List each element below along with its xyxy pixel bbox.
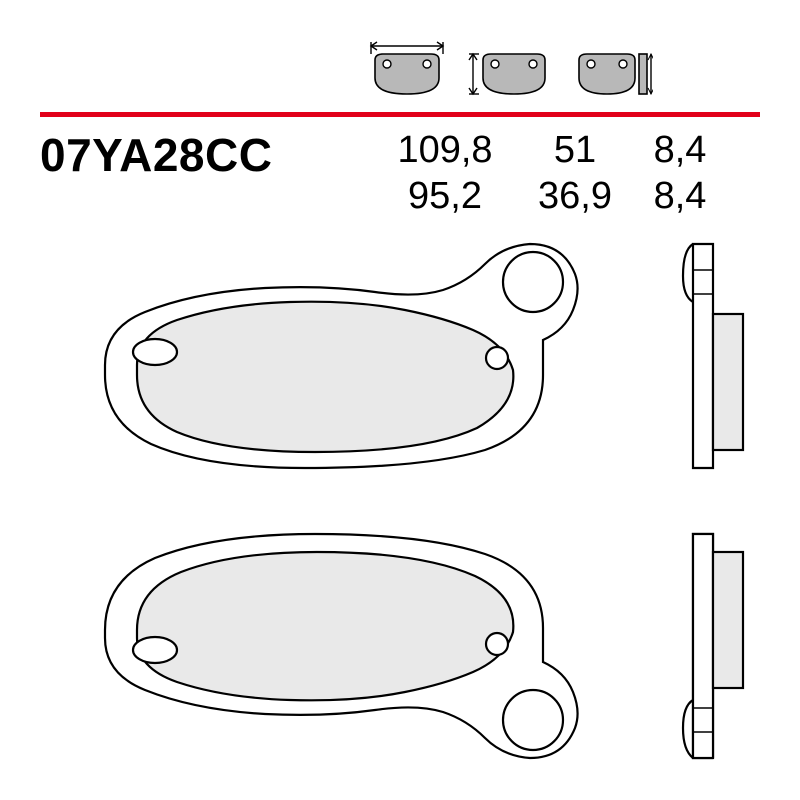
- dimension-legend-icons: [365, 38, 653, 98]
- dim-c-2: 8,4: [630, 174, 730, 220]
- technical-drawings: [40, 230, 760, 770]
- red-divider: [40, 112, 760, 117]
- dimensions-table: 109,8 51 8,4 95,2 36,9 8,4: [370, 128, 730, 219]
- pad-top-front: [105, 244, 578, 468]
- pad-top-side: [683, 244, 743, 468]
- dimensions-row-2: 95,2 36,9 8,4: [370, 174, 730, 220]
- dim-a-2: 95,2: [370, 174, 520, 220]
- dim-a-1: 109,8: [370, 128, 520, 174]
- dim-icon-width: [365, 38, 449, 98]
- dim-b-2: 36,9: [520, 174, 630, 220]
- dim-icon-thickness: [569, 38, 653, 98]
- part-number: 07YA28CC: [40, 128, 272, 182]
- pad-bottom-side: [683, 534, 743, 758]
- dim-c-1: 8,4: [630, 128, 730, 174]
- dimensions-row-1: 109,8 51 8,4: [370, 128, 730, 174]
- dim-icon-height: [467, 38, 551, 98]
- pad-bottom-front: [105, 534, 578, 758]
- dim-b-1: 51: [520, 128, 630, 174]
